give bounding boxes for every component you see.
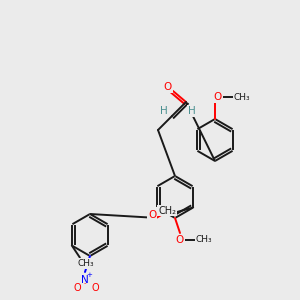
Text: CH₃: CH₃ — [234, 92, 250, 101]
Text: O: O — [214, 92, 222, 102]
Text: O: O — [91, 283, 99, 293]
Text: N: N — [81, 275, 89, 285]
Text: O: O — [73, 283, 81, 293]
Text: +: + — [86, 272, 92, 278]
Text: CH₂: CH₂ — [158, 206, 176, 215]
Text: CH₃: CH₃ — [77, 259, 94, 268]
Text: -: - — [84, 280, 86, 286]
Text: H: H — [160, 106, 168, 116]
Text: H: H — [188, 106, 196, 116]
Text: O: O — [176, 235, 184, 245]
Text: O: O — [148, 211, 156, 220]
Text: O: O — [164, 82, 172, 92]
Text: CH₃: CH₃ — [196, 236, 212, 244]
